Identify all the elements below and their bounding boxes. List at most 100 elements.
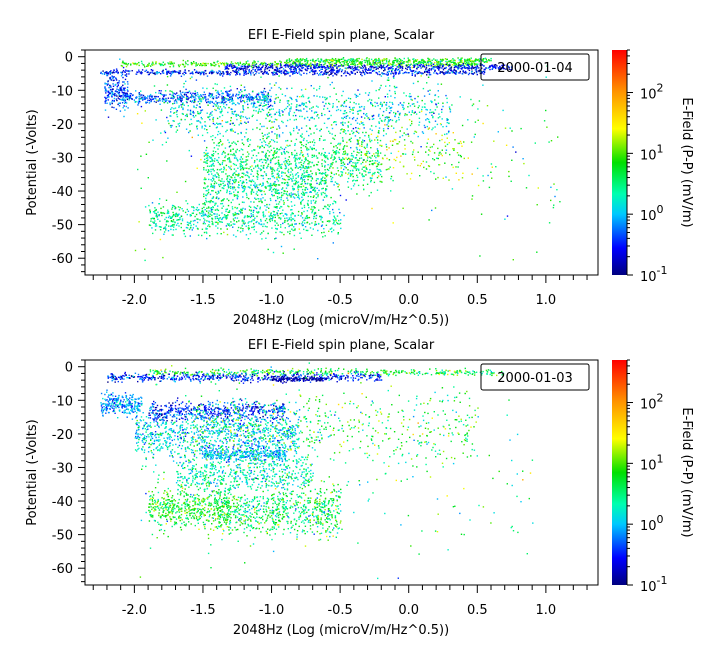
data-point [433,58,435,60]
data-point [197,63,200,65]
data-point [183,94,186,96]
data-point [209,96,211,98]
data-point [301,136,303,138]
data-point [306,106,308,108]
data-point [303,103,305,105]
data-point [493,64,496,66]
data-point [313,70,315,73]
data-point [280,72,282,75]
data-point [458,72,460,74]
data-point [346,154,349,156]
data-point [166,70,168,72]
data-point [241,165,244,167]
data-point [208,178,210,181]
data-point [198,98,201,101]
data-point [483,73,485,75]
data-point [267,185,269,187]
data-point [374,101,376,104]
data-point [306,148,308,150]
data-point [508,66,510,68]
data-point [442,102,444,104]
data-point [206,186,208,188]
data-point [360,157,363,159]
data-point [145,69,148,71]
data-point [347,63,349,65]
data-point [265,185,267,188]
data-point [366,143,368,145]
data-point [112,85,115,87]
data-point [329,132,331,134]
data-point [226,177,229,179]
data-point [181,97,183,100]
data-point [300,203,302,205]
data-point [196,104,198,106]
data-point [398,113,401,115]
data-point [179,206,181,209]
data-point [344,112,346,115]
data-point [205,169,207,171]
data-point [196,128,198,130]
data-point [413,105,416,107]
data-point [343,116,346,118]
data-point [370,58,373,61]
data-point [429,89,431,91]
data-point [409,68,411,70]
data-point [230,97,233,100]
data-point [356,148,358,151]
data-point [297,132,299,134]
data-point [342,161,344,163]
data-point [205,98,207,100]
data-point [227,139,229,141]
data-point [253,74,255,76]
data-point [243,95,245,97]
data-point [244,136,246,138]
data-point [185,128,188,130]
data-point [366,61,369,63]
data-point [304,182,307,185]
data-point [320,135,322,137]
data-point [306,110,308,113]
data-point [203,155,206,157]
data-point [441,118,443,120]
data-point [277,175,280,177]
data-point [221,99,223,101]
data-point [253,105,255,107]
data-point [197,72,199,74]
data-point [321,152,323,155]
data-point [181,112,184,115]
data-point [332,66,334,68]
data-point [374,155,376,157]
data-point [165,94,167,96]
data-point [220,102,222,104]
data-point [448,130,450,132]
data-point [301,102,303,104]
data-point [306,66,308,68]
data-point [325,174,327,177]
data-point [223,87,226,89]
data-point [291,173,294,175]
data-point [312,186,314,188]
data-point [377,152,379,154]
data-point [324,177,326,179]
data-point [264,193,266,195]
data-point [459,72,461,74]
data-point [121,102,124,104]
data-point [506,67,508,69]
data-point [489,68,491,71]
data-point [123,89,125,92]
data-point [281,93,284,95]
data-point [368,60,371,62]
data-point [378,58,380,61]
data-point [291,152,293,154]
data-point [324,180,326,182]
data-point [246,171,248,173]
data-point [291,212,293,214]
data-point [201,207,203,210]
data-point [351,68,354,71]
data-point [276,69,278,71]
data-point [331,81,333,84]
data-point [199,122,202,124]
data-point [363,127,365,129]
data-point [377,115,380,117]
data-point [180,100,182,103]
